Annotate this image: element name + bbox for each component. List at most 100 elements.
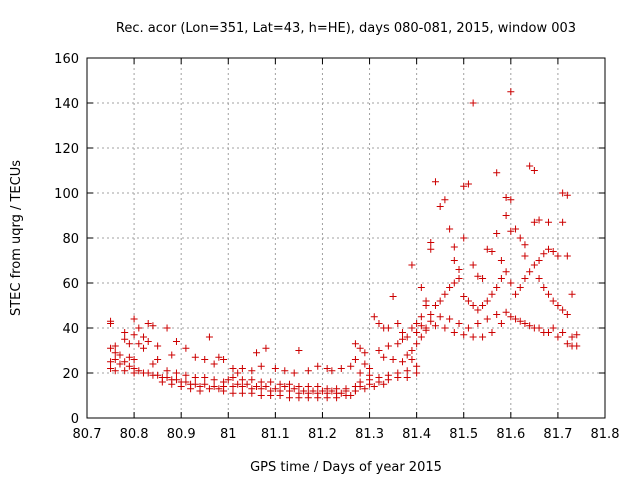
- data-point: [290, 369, 298, 377]
- data-point: [554, 252, 562, 260]
- data-point: [422, 302, 430, 309]
- data-point: [130, 356, 138, 363]
- data-point: [507, 196, 515, 204]
- data-point: [262, 344, 270, 352]
- data-point: [168, 380, 176, 388]
- data-point: [285, 380, 293, 388]
- data-point: [469, 99, 477, 107]
- data-point: [502, 308, 510, 316]
- data-point: [460, 293, 468, 300]
- data-point: [276, 392, 284, 399]
- data-point: [573, 342, 581, 350]
- x-tick-label: 81.7: [543, 427, 572, 442]
- data-point: [544, 245, 552, 253]
- data-point: [512, 290, 520, 298]
- data-point: [521, 275, 529, 282]
- data-point: [314, 362, 322, 370]
- data-point: [431, 322, 439, 330]
- data-point: [399, 358, 407, 366]
- data-point: [502, 268, 510, 276]
- data-point: [267, 392, 275, 399]
- y-tick-label: 20: [62, 367, 79, 382]
- data-point: [488, 329, 496, 336]
- x-axis-title: GPS time / Days of year 2015: [250, 460, 442, 475]
- data-point: [455, 266, 463, 273]
- data-point: [450, 257, 458, 264]
- data-point: [234, 369, 242, 377]
- x-tick-label: 81.2: [308, 427, 337, 442]
- data-point: [446, 225, 454, 233]
- data-point: [238, 376, 246, 384]
- x-tick-label: 81.4: [402, 427, 431, 442]
- data-point: [417, 333, 425, 341]
- data-point: [253, 349, 261, 357]
- data-point: [375, 347, 383, 354]
- data-point: [111, 367, 119, 375]
- x-tick-label: 81.3: [355, 427, 384, 442]
- data-point: [512, 315, 520, 323]
- data-point: [107, 358, 115, 366]
- data-point: [149, 360, 157, 368]
- data-point: [285, 387, 293, 395]
- data-point: [535, 216, 543, 224]
- data-point: [488, 290, 496, 298]
- data-point: [559, 218, 567, 226]
- data-point: [380, 353, 388, 361]
- data-point: [205, 333, 213, 341]
- data-point: [450, 243, 458, 251]
- data-point: [535, 275, 543, 282]
- data-point: [460, 182, 468, 190]
- data-point: [497, 275, 505, 282]
- y-tick-label: 40: [62, 322, 79, 337]
- y-axis-title: STEC from uqrg / TECUs: [9, 160, 24, 316]
- data-point: [493, 284, 501, 291]
- data-point: [460, 331, 468, 339]
- data-point: [304, 367, 312, 375]
- data-point: [351, 356, 359, 363]
- y-tick-label: 160: [54, 52, 79, 67]
- data-point: [220, 387, 228, 395]
- data-point: [384, 376, 392, 384]
- data-point: [521, 320, 529, 327]
- x-tick-label: 80.7: [73, 427, 102, 442]
- data-point: [469, 302, 477, 309]
- data-point: [205, 385, 213, 393]
- data-point: [474, 320, 482, 327]
- data-point: [182, 344, 190, 352]
- data-point: [559, 306, 567, 314]
- data-point: [441, 324, 449, 332]
- y-tick-label: 140: [54, 97, 79, 112]
- data-point: [493, 169, 501, 177]
- data-point: [328, 387, 336, 395]
- data-point: [549, 297, 557, 305]
- data-point: [389, 293, 397, 300]
- data-point: [521, 252, 529, 260]
- data-point: [394, 340, 402, 348]
- data-point: [300, 387, 308, 395]
- data-point: [257, 362, 265, 370]
- data-point: [384, 342, 392, 350]
- x-tick-label: 81.5: [449, 427, 478, 442]
- y-tick-label: 60: [62, 277, 79, 292]
- data-point: [135, 324, 143, 332]
- data-point: [403, 351, 411, 359]
- data-point: [384, 324, 392, 332]
- data-point: [507, 313, 515, 321]
- data-point: [427, 311, 435, 318]
- data-point: [130, 315, 138, 323]
- data-point: [521, 241, 529, 249]
- data-point: [248, 376, 256, 384]
- data-point: [196, 387, 204, 395]
- data-point: [154, 342, 162, 350]
- data-point: [130, 369, 138, 377]
- data-point: [187, 385, 195, 393]
- data-point: [488, 248, 496, 255]
- data-point: [483, 297, 491, 305]
- y-tick-label: 100: [54, 187, 79, 202]
- data-point: [530, 324, 538, 332]
- y-tick-label: 80: [62, 232, 79, 247]
- data-point: [163, 367, 171, 375]
- x-tick-label: 81.8: [591, 427, 620, 442]
- data-point: [361, 385, 369, 393]
